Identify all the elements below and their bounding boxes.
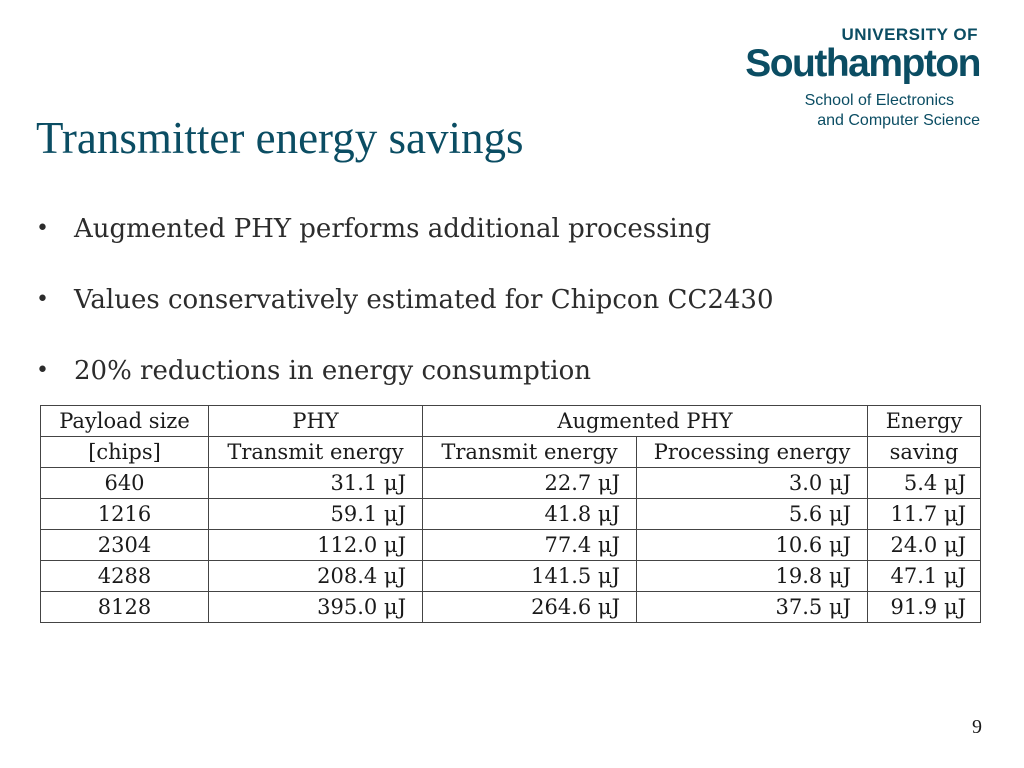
- table-row: 8128 395.0 μJ 264.6 μJ 37.5 μJ 91.9 μJ: [40, 591, 982, 623]
- cell-aug-processing: 19.8 μJ: [635, 560, 869, 592]
- cell-payload-size: 8128: [40, 591, 209, 623]
- logo-school-line1: School of Electronics: [804, 92, 954, 109]
- logo-wordmark: Southampton: [745, 42, 981, 85]
- table-header-row: Payload size PHY Augmented PHY Energy: [40, 405, 982, 437]
- bullet-text: Values conservatively estimated for Chip…: [74, 285, 774, 315]
- bullet-dot-icon: •: [36, 358, 49, 383]
- cell-aug-transmit: 141.5 μJ: [422, 560, 637, 592]
- table-subheader-row: [chips] Transmit energy Transmit energy …: [40, 436, 982, 468]
- energy-table-container: Payload size PHY Augmented PHY Energy [c…: [40, 405, 982, 623]
- cell-aug-transmit: 77.4 μJ: [422, 529, 637, 561]
- header-phy: PHY: [208, 405, 423, 437]
- cell-phy-transmit: 395.0 μJ: [208, 591, 423, 623]
- logo-top-text: UNIVERSITY OF: [841, 25, 978, 44]
- cell-payload-size: 4288: [40, 560, 209, 592]
- cell-energy-saving: 47.1 μJ: [867, 560, 982, 592]
- bullet-item: • Augmented PHY performs additional proc…: [36, 210, 774, 281]
- table-row: 1216 59.1 μJ 41.8 μJ 5.6 μJ 11.7 μJ: [40, 498, 982, 530]
- cell-phy-transmit: 208.4 μJ: [208, 560, 423, 592]
- cell-phy-transmit: 112.0 μJ: [208, 529, 423, 561]
- logo-school-line2: and Computer Science: [817, 112, 980, 129]
- cell-aug-transmit: 41.8 μJ: [422, 498, 637, 530]
- page-number: 9: [972, 716, 982, 738]
- cell-aug-processing: 37.5 μJ: [635, 591, 869, 623]
- logo-school-name: School of Electronics and Computer Scien…: [730, 91, 980, 131]
- bullet-dot-icon: •: [36, 216, 49, 241]
- bullet-item: • 20% reductions in energy consumption: [36, 352, 774, 423]
- bullet-text: Augmented PHY performs additional proces…: [74, 214, 712, 244]
- slide-title: Transmitter energy savings: [36, 113, 524, 163]
- header-phy-transmit: Transmit energy: [208, 436, 423, 468]
- energy-table: Payload size PHY Augmented PHY Energy [c…: [40, 405, 982, 623]
- header-payload-size: Payload size: [40, 405, 209, 437]
- cell-energy-saving: 91.9 μJ: [867, 591, 982, 623]
- table-row: 640 31.1 μJ 22.7 μJ 3.0 μJ 5.4 μJ: [40, 467, 982, 499]
- header-augmented-phy: Augmented PHY: [421, 405, 869, 437]
- university-logo: UNIVERSITY OF Southampton School of Elec…: [730, 25, 981, 131]
- cell-payload-size: 2304: [40, 529, 209, 561]
- cell-payload-size: 640: [40, 467, 209, 499]
- bullet-text: 20% reductions in energy consumption: [74, 356, 591, 386]
- cell-phy-transmit: 59.1 μJ: [208, 498, 423, 530]
- table-row: 4288 208.4 μJ 141.5 μJ 19.8 μJ 47.1 μJ: [40, 560, 982, 592]
- cell-payload-size: 1216: [40, 498, 209, 530]
- bullet-item: • Values conservatively estimated for Ch…: [36, 281, 774, 352]
- header-chips-unit: [chips]: [40, 436, 209, 468]
- cell-energy-saving: 5.4 μJ: [867, 467, 982, 499]
- header-aug-processing: Processing energy: [635, 436, 869, 468]
- cell-aug-processing: 5.6 μJ: [635, 498, 869, 530]
- header-saving: saving: [867, 436, 982, 468]
- cell-aug-processing: 3.0 μJ: [635, 467, 869, 499]
- header-energy: Energy: [867, 405, 982, 437]
- cell-aug-processing: 10.6 μJ: [635, 529, 869, 561]
- cell-phy-transmit: 31.1 μJ: [208, 467, 423, 499]
- cell-aug-transmit: 264.6 μJ: [422, 591, 637, 623]
- bullet-list: • Augmented PHY performs additional proc…: [36, 210, 774, 423]
- cell-energy-saving: 11.7 μJ: [867, 498, 982, 530]
- cell-aug-transmit: 22.7 μJ: [422, 467, 637, 499]
- table-row: 2304 112.0 μJ 77.4 μJ 10.6 μJ 24.0 μJ: [40, 529, 982, 561]
- bullet-dot-icon: •: [36, 287, 49, 312]
- cell-energy-saving: 24.0 μJ: [867, 529, 982, 561]
- header-aug-transmit: Transmit energy: [422, 436, 637, 468]
